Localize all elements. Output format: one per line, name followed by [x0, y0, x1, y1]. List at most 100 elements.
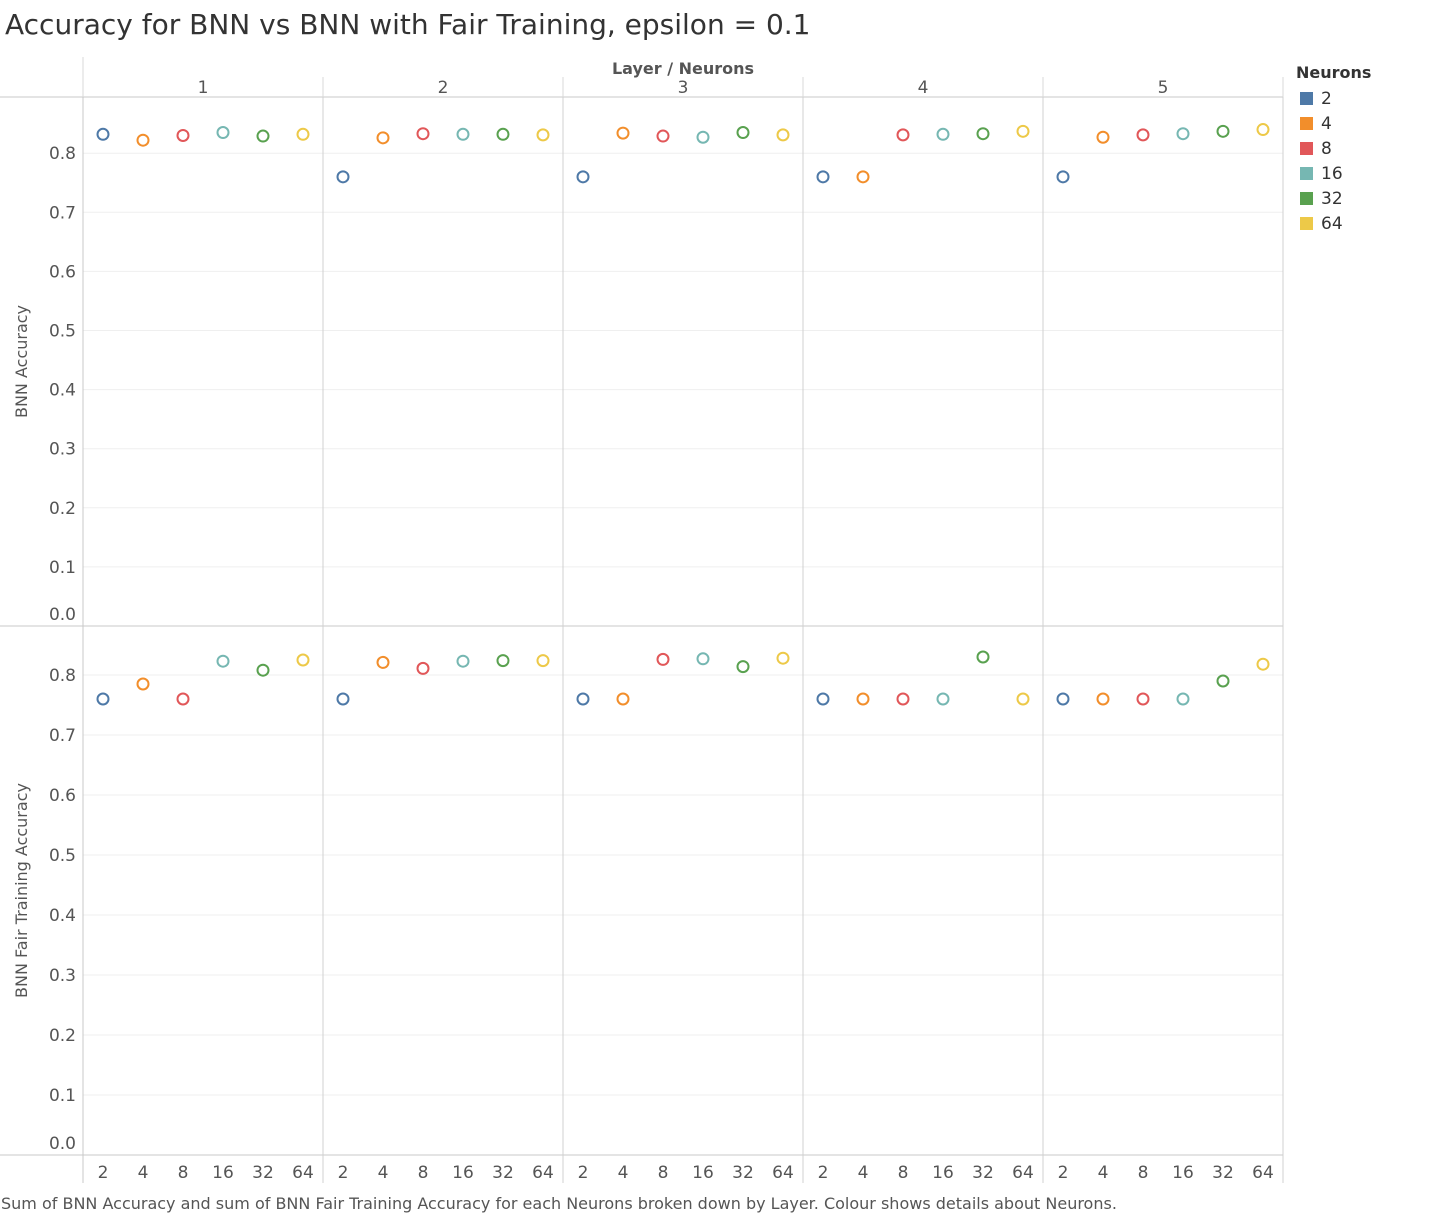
y-tick-label: 0.4	[49, 381, 76, 401]
legend-label: 2	[1321, 88, 1332, 109]
layer-header: 4	[918, 78, 929, 98]
legend-label: 16	[1321, 163, 1343, 184]
layer-header: 5	[1158, 78, 1169, 98]
x-tick-label: 4	[138, 1163, 149, 1183]
data-point	[656, 129, 670, 143]
data-point	[616, 692, 630, 706]
layer-header: 2	[438, 78, 449, 98]
data-point	[816, 170, 830, 184]
legend-swatch	[1300, 92, 1313, 105]
data-point	[976, 650, 990, 664]
legend-title: Neurons	[1296, 63, 1372, 82]
x-tick-label: 16	[692, 1163, 714, 1183]
data-point	[176, 692, 190, 706]
x-tick-label: 32	[252, 1163, 274, 1183]
legend-item[interactable]: 32	[1296, 186, 1426, 211]
data-point	[216, 654, 230, 668]
legend-item[interactable]: 8	[1296, 136, 1426, 161]
data-point	[576, 692, 590, 706]
y-tick-label: 0.5	[49, 846, 76, 866]
x-tick-label: 64	[1012, 1163, 1034, 1183]
x-tick-label: 8	[178, 1163, 189, 1183]
chart-plot-area: Layer / Neurons 1 2 3 4 5 0.0 0.1 0.2 0.3 0.4 0.5 0.…	[0, 57, 1284, 1183]
y-tick-label: 0.7	[49, 203, 76, 223]
x-tick-label: 4	[858, 1163, 869, 1183]
data-point	[456, 654, 470, 668]
data-point	[296, 653, 310, 667]
x-tick-label: 16	[932, 1163, 954, 1183]
data-point	[736, 126, 750, 140]
legend-swatch	[1300, 167, 1313, 180]
data-point	[336, 170, 350, 184]
legend-item[interactable]: 16	[1296, 161, 1426, 186]
legend-item[interactable]: 64	[1296, 211, 1426, 236]
data-point	[1096, 692, 1110, 706]
data-point	[1016, 124, 1030, 138]
y-tick-label: 0.4	[49, 906, 76, 926]
legend-swatch	[1300, 217, 1313, 230]
data-point	[896, 128, 910, 142]
data-point	[376, 655, 390, 669]
data-point	[536, 654, 550, 668]
data-point	[856, 692, 870, 706]
data-point	[536, 128, 550, 142]
y-tick-label: 0.3	[49, 966, 76, 986]
chart-title: Accuracy for BNN vs BNN with Fair Traini…	[5, 8, 811, 41]
x-tick-label: 8	[418, 1163, 429, 1183]
data-point	[576, 170, 590, 184]
y-tick-label: 0.2	[49, 1026, 76, 1046]
legend-item[interactable]: 2	[1296, 86, 1426, 111]
legend: Neurons 2 4 8 16 32 64	[1296, 63, 1426, 236]
legend-swatch	[1300, 117, 1313, 130]
y-tick-label: 0.1	[49, 558, 76, 578]
data-point	[736, 660, 750, 674]
data-point	[1216, 674, 1230, 688]
data-point	[936, 692, 950, 706]
data-point	[456, 127, 470, 141]
data-point	[96, 692, 110, 706]
x-tick-label: 2	[338, 1163, 349, 1183]
x-tick-label: 32	[492, 1163, 514, 1183]
data-point	[976, 127, 990, 141]
x-tick-label: 2	[1058, 1163, 1069, 1183]
data-point	[776, 651, 790, 665]
data-point	[816, 692, 830, 706]
y-tick-label: 0.7	[49, 726, 76, 746]
data-point	[296, 127, 310, 141]
x-tick-label: 4	[618, 1163, 629, 1183]
data-point	[496, 654, 510, 668]
data-point	[776, 128, 790, 142]
data-point	[1056, 692, 1070, 706]
x-tick-label: 2	[578, 1163, 589, 1183]
x-tick-label: 4	[378, 1163, 389, 1183]
data-point	[1096, 130, 1110, 144]
data-point	[1176, 692, 1190, 706]
x-tick-label: 64	[772, 1163, 794, 1183]
data-point	[176, 128, 190, 142]
y-tick-label: 0.3	[49, 440, 76, 460]
data-point	[696, 130, 710, 144]
x-tick-label: 2	[98, 1163, 109, 1183]
data-point	[1136, 128, 1150, 142]
x-tick-label: 16	[452, 1163, 474, 1183]
data-point	[616, 126, 630, 140]
legend-item[interactable]: 4	[1296, 111, 1426, 136]
legend-label: 8	[1321, 138, 1332, 159]
chart-caption: Sum of BNN Accuracy and sum of BNN Fair …	[1, 1194, 1117, 1213]
data-point	[496, 127, 510, 141]
data-point	[216, 126, 230, 140]
data-point	[856, 170, 870, 184]
data-point	[256, 129, 270, 143]
data-point	[1216, 124, 1230, 138]
data-point	[136, 133, 150, 147]
legend-label: 4	[1321, 113, 1332, 134]
x-tick-label: 8	[658, 1163, 669, 1183]
data-point	[96, 127, 110, 141]
data-point	[416, 127, 430, 141]
y-tick-label: 0.2	[49, 499, 76, 519]
column-header-title: Layer / Neurons	[612, 59, 754, 78]
layer-header: 1	[198, 78, 209, 98]
data-point	[1256, 657, 1270, 671]
y-axis-title: BNN Fair Training Accuracy	[12, 783, 31, 998]
